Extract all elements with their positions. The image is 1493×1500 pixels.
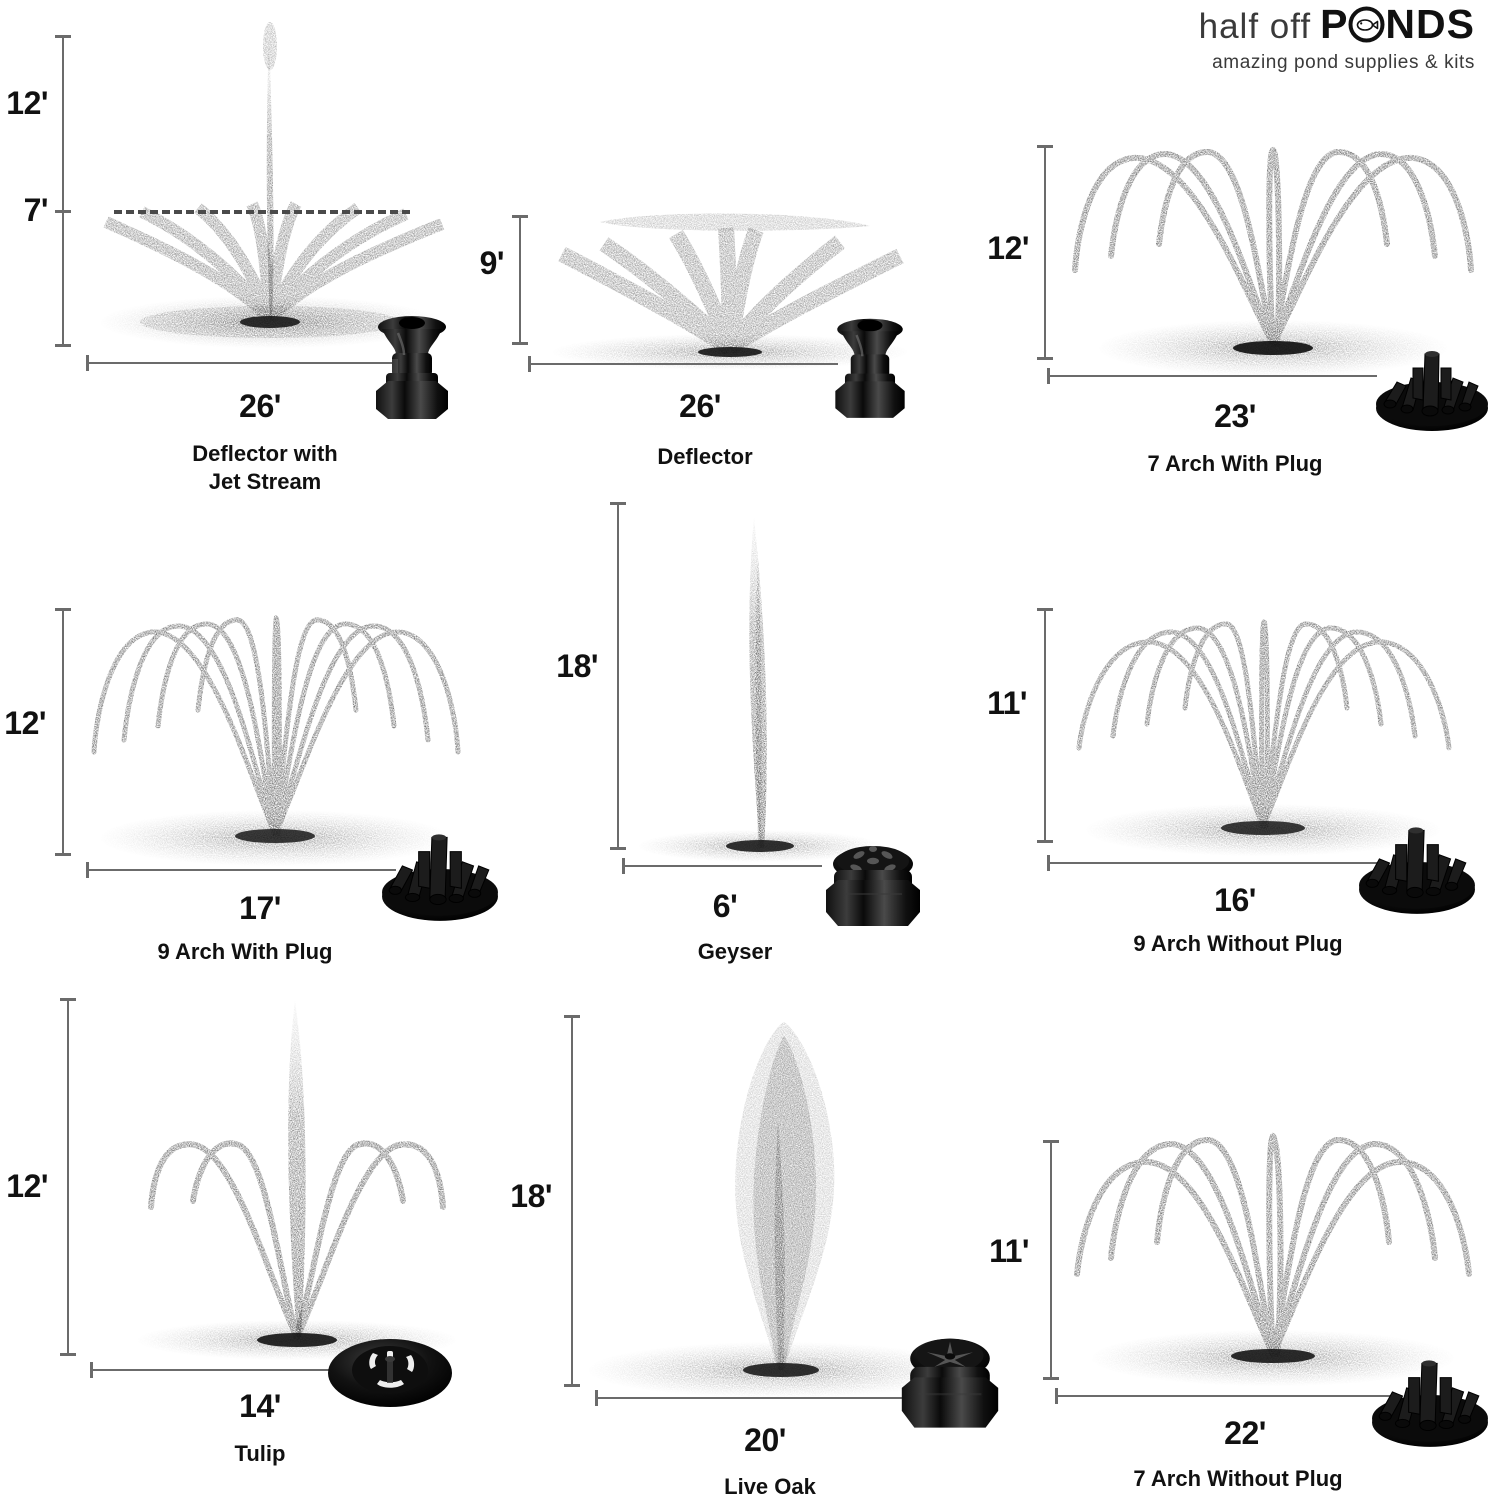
panel-deflector-jet-stream: 12' 7' (0, 0, 490, 500)
spray-illustration (1076, 619, 1452, 856)
pattern-title: 9 Arch With Plug (157, 939, 333, 964)
height-label: 18' (556, 648, 598, 684)
deflector-nozzle (376, 316, 448, 419)
pattern-title: 9 Arch Without Plug (1133, 931, 1343, 956)
height-label: 11' (989, 1233, 1029, 1269)
spray-illustration (100, 22, 445, 348)
ruler-bar (528, 363, 838, 365)
pattern-title: 7 Arch With Plug (1147, 451, 1323, 476)
width-label: 26' (679, 388, 721, 424)
ruler-bar (62, 608, 64, 856)
width-label: 23' (1214, 398, 1256, 434)
panel-geyser: 18' 6' Geyser (540, 490, 1000, 980)
spray-illustration (91, 614, 461, 866)
height-label: 12' (987, 230, 1029, 266)
spray-illustration (1072, 146, 1474, 376)
width-label: 17' (239, 890, 281, 926)
panel-9-arch-without-plug: 11' 16' 9 Arch Without Plug (985, 590, 1493, 980)
pattern-title: 7 Arch Without Plug (1133, 1466, 1343, 1491)
ruler-cap-bottom (55, 853, 71, 856)
height-label: 12' (4, 705, 46, 741)
spray-illustration (552, 213, 908, 370)
ruler-bar (62, 35, 64, 347)
ruler-bar (1047, 862, 1377, 864)
panel-9-arch-with-plug: 12' 17' 9 Arch With Plug (0, 590, 498, 970)
logo-half-off-text: half off (1198, 7, 1312, 46)
height-label: 18' (510, 1178, 552, 1214)
width-label: 16' (1214, 882, 1256, 918)
pattern-title: Deflector (657, 444, 753, 469)
ruler-bar (1050, 1140, 1052, 1380)
spray-illustration (638, 518, 882, 862)
ruler-cap-bottom (1037, 357, 1053, 360)
height-label: 9' (479, 245, 505, 281)
pattern-title: Geyser (697, 939, 773, 964)
live-oak-nozzle (901, 1338, 999, 1428)
width-label: 22' (1224, 1415, 1266, 1451)
ruler-bar (1044, 145, 1046, 360)
panel-live-oak: 18' 20' Live Oak (500, 990, 1000, 1500)
brand-logo: half off P NDS amazing pond supplies & ki… (1145, 4, 1475, 74)
ruler-cap-bottom (1043, 1377, 1059, 1380)
ruler-bar (67, 998, 69, 1356)
ruler-cap-bottom (1037, 840, 1053, 843)
ruler-cap-mid (55, 210, 71, 213)
height-label-7: 7' (23, 192, 49, 228)
ruler-bar (595, 1397, 915, 1399)
spray-illustration (1074, 1132, 1472, 1386)
geyser-nozzle (826, 846, 920, 926)
ruler-cap-bottom (55, 344, 71, 347)
ruler-bar (90, 1369, 340, 1371)
ruler-bar (86, 869, 396, 871)
height-label: 12' (6, 1168, 48, 1204)
logo-wordmark: half off P NDS (1145, 4, 1475, 45)
logo-nds-letters: NDS (1385, 1, 1475, 47)
width-label: 6' (712, 888, 738, 924)
panel-tulip: 12' 14' Tulip (0, 970, 495, 1500)
width-label: 20' (744, 1422, 786, 1458)
fish-icon (1348, 6, 1385, 43)
ruler-bar (1044, 608, 1046, 843)
width-label: 26' (239, 388, 281, 424)
panel-7-arch-with-plug: 12' 23' 7 Arch With Plug (985, 120, 1493, 500)
arch-disc-nozzle (1359, 827, 1475, 914)
ruler-bar (571, 1015, 573, 1387)
panel-deflector: 9' 26' Deflector (470, 160, 970, 500)
ruler-bar (519, 215, 521, 345)
ruler-bar (1055, 1395, 1395, 1397)
pattern-title: Tulip (234, 1441, 286, 1466)
arch-disc-nozzle (382, 834, 498, 921)
ruler-bar (1047, 375, 1377, 377)
jet-height-dash-line (114, 210, 410, 214)
logo-tagline: amazing pond supplies & kits (1212, 52, 1475, 73)
arch-disc-nozzle (1376, 351, 1488, 431)
ruler-cap-bottom (610, 847, 626, 850)
logo-ponds-text: P NDS (1320, 4, 1475, 45)
ruler-bar (86, 362, 396, 364)
height-label-12: 12' (6, 85, 48, 121)
pattern-title: Live Oak (724, 1474, 816, 1499)
height-label: 11' (987, 685, 1027, 721)
panel-7-arch-without-plug: 11' 22' 7 Arch Without Plug (985, 1100, 1493, 1500)
deflector-nozzle (835, 318, 905, 418)
ruler-cap-bottom (60, 1353, 76, 1356)
ruler-bar (617, 502, 619, 850)
tulip-disc-nozzle (328, 1339, 452, 1407)
ruler-cap-bottom (564, 1384, 580, 1387)
ruler-cap-bottom (512, 342, 528, 345)
ruler-bar (622, 865, 822, 867)
spray-illustration (588, 1022, 968, 1398)
logo-p-letter: P (1320, 1, 1349, 47)
width-label: 14' (239, 1388, 281, 1424)
pattern-title: Deflector with Jet Stream (192, 441, 338, 495)
arch-disc-nozzle (1372, 1360, 1488, 1447)
